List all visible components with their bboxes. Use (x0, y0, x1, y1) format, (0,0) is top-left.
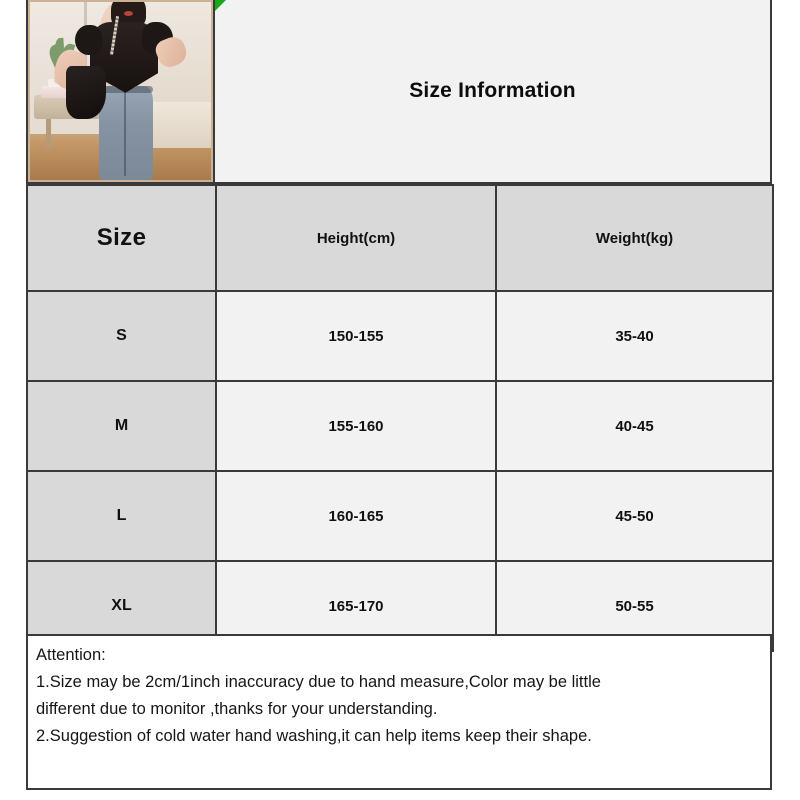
attention-box: Attention: 1.Size may be 2cm/1inch inacc… (26, 634, 772, 790)
attention-line-3: 2.Suggestion of cold water hand washing,… (36, 727, 592, 745)
photo-garment-sleeve-left (75, 25, 103, 56)
table-row: M 155-160 40-45 (26, 380, 774, 472)
column-header-weight: Weight(kg) (495, 184, 774, 292)
photo-model-lips (124, 10, 134, 17)
page-title: Size Information (409, 79, 576, 102)
cell-weight: 35-40 (495, 290, 774, 382)
title-banner: Size Information (215, 0, 772, 184)
attention-line-1: 1.Size may be 2cm/1inch inaccuracy due t… (36, 673, 601, 691)
cell-height: 155-160 (215, 380, 497, 472)
column-header-height: Height(cm) (215, 184, 497, 292)
product-photo (26, 0, 215, 184)
table-row: L 160-165 45-50 (26, 470, 774, 562)
cell-size: S (26, 290, 217, 382)
cell-height: 150-155 (215, 290, 497, 382)
cell-size: M (26, 380, 217, 472)
table-header-row: Size Height(cm) Weight(kg) (26, 184, 774, 292)
photo-table-leg (46, 119, 52, 148)
cell-size: L (26, 470, 217, 562)
cell-weight: 45-50 (495, 470, 774, 562)
attention-heading: Attention: (36, 646, 106, 664)
header-strip: Size Information (26, 0, 772, 184)
green-triangle-marker-icon (215, 0, 226, 11)
product-photo-image (30, 2, 211, 180)
cell-weight: 40-45 (495, 380, 774, 472)
attention-line-2: different due to monitor ,thanks for you… (36, 700, 438, 718)
photo-black-bag (66, 66, 106, 120)
column-header-size: Size (26, 184, 217, 292)
cell-height: 160-165 (215, 470, 497, 562)
photo-jeans-seam (124, 91, 127, 177)
size-table: Size Height(cm) Weight(kg) S 150-155 35-… (26, 184, 774, 652)
table-row: S 150-155 35-40 (26, 290, 774, 382)
